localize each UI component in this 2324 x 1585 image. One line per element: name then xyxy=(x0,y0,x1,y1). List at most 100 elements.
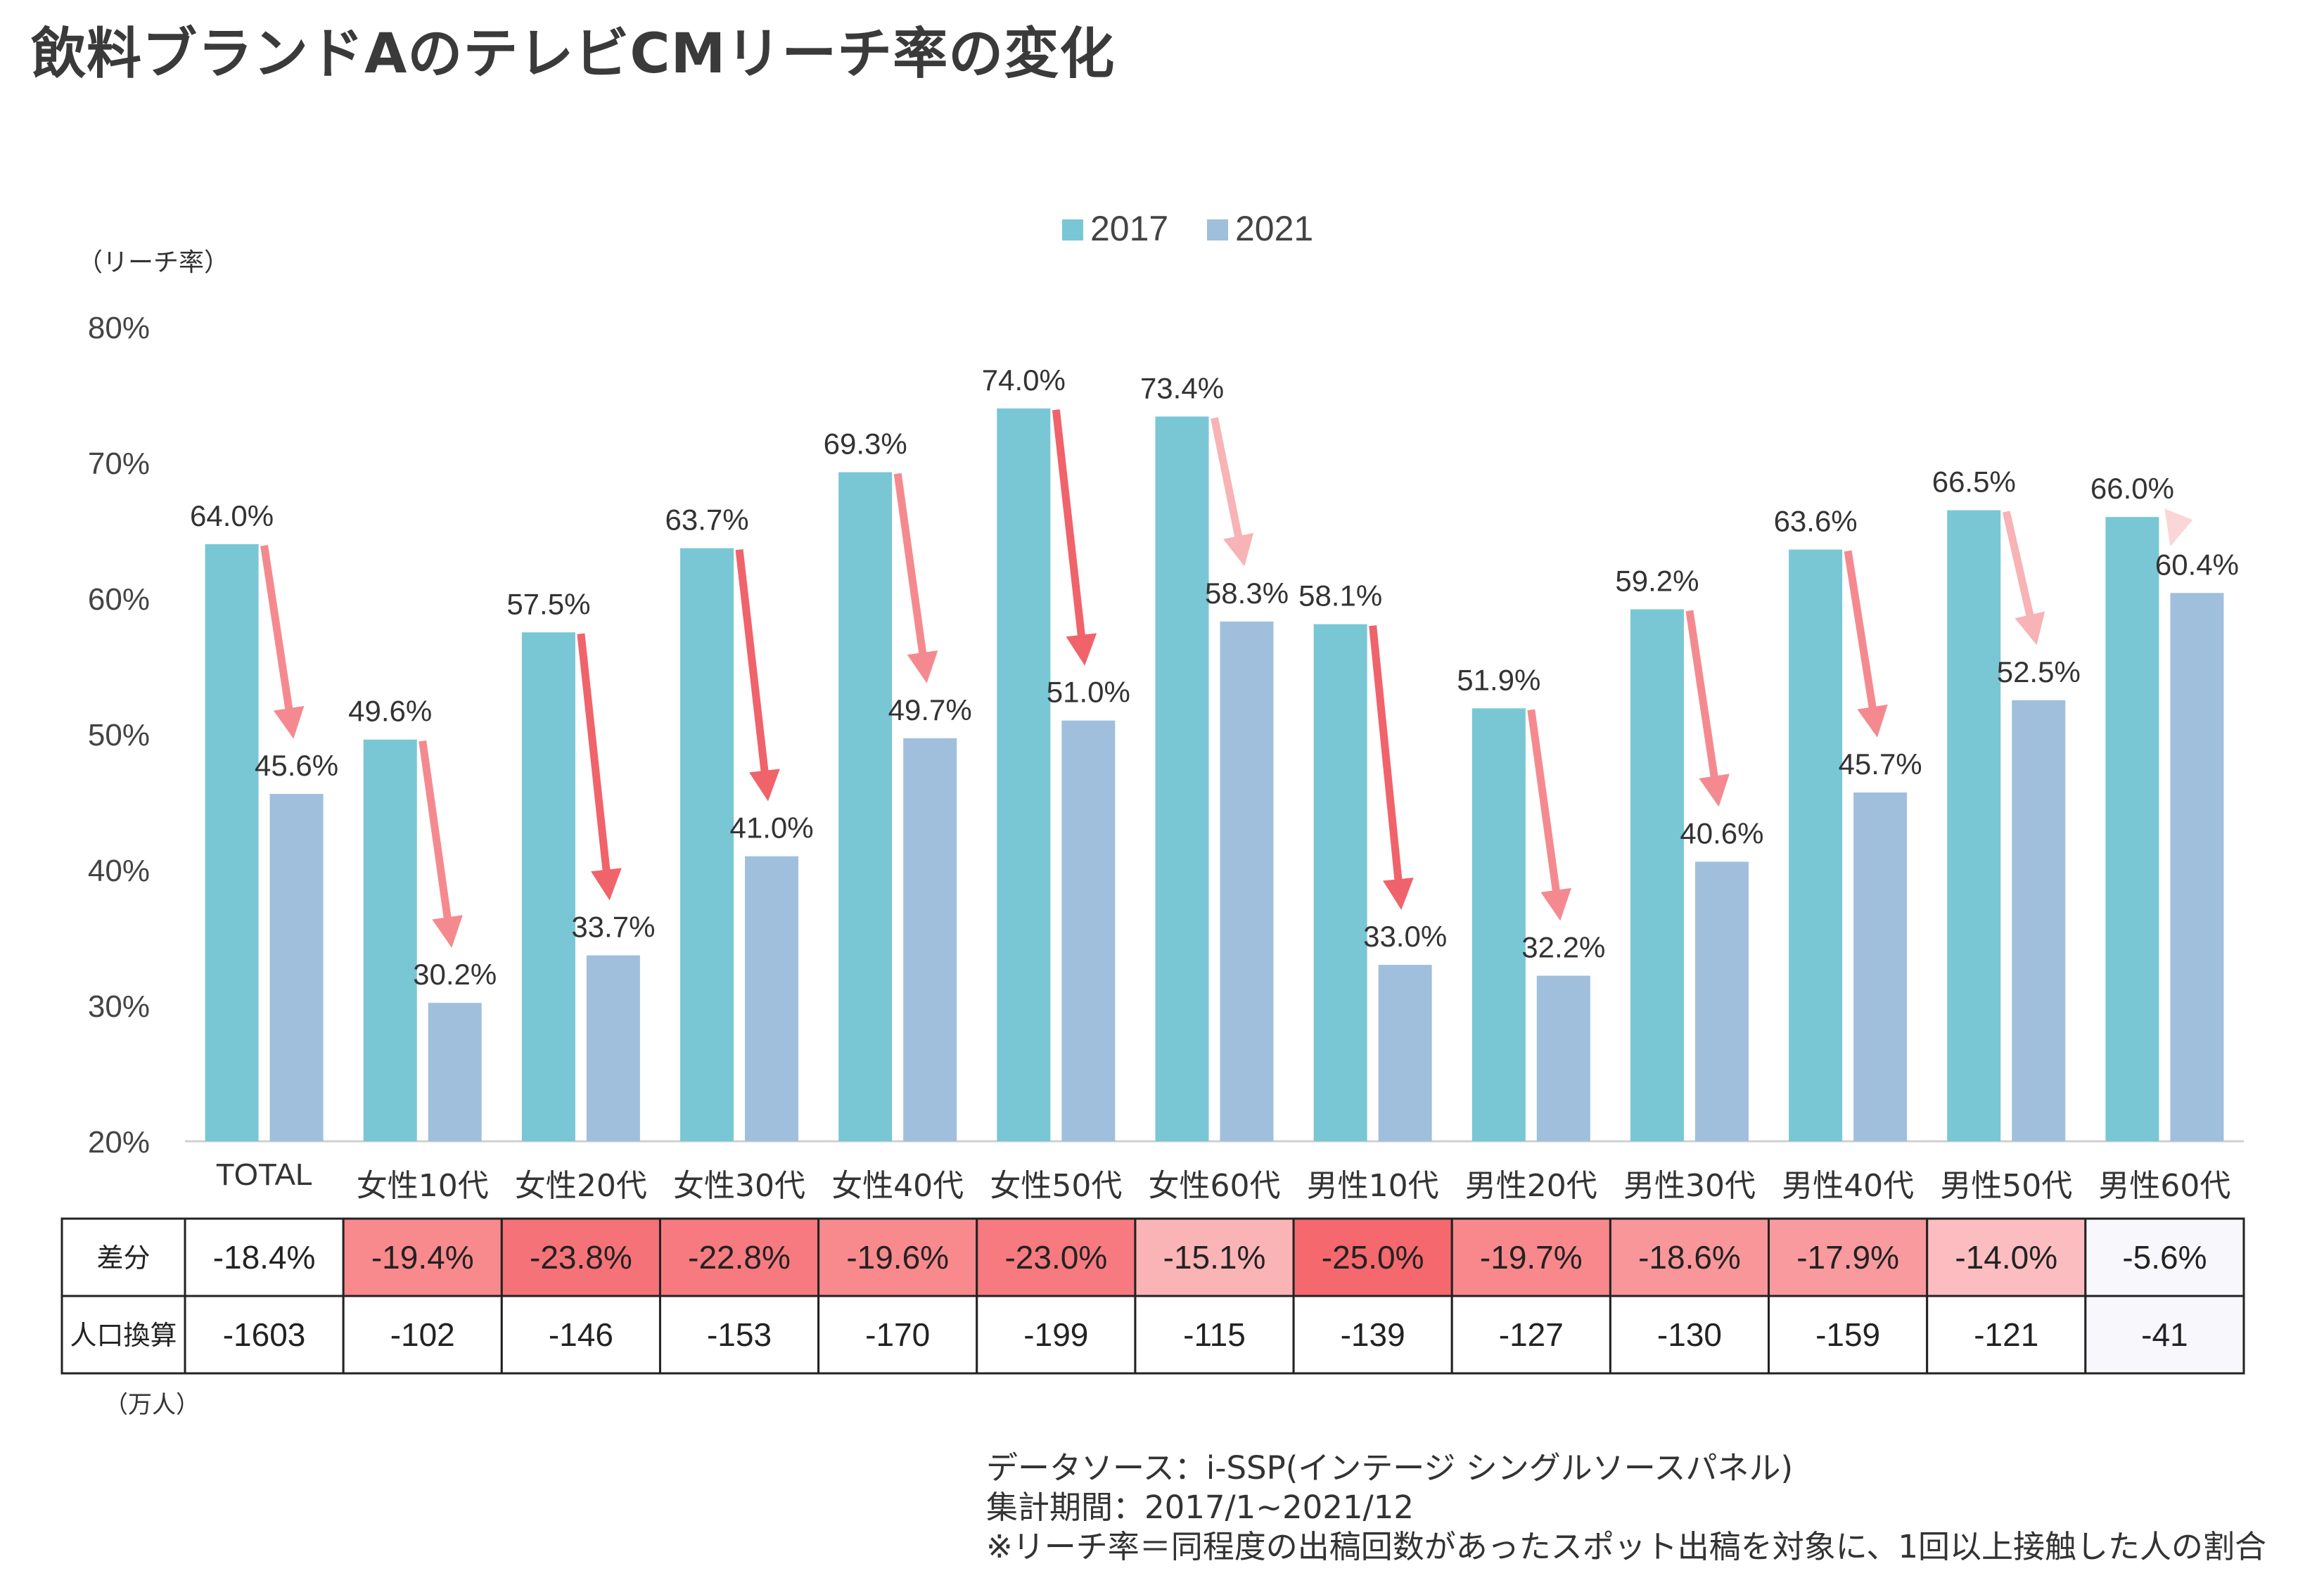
bar-2017 xyxy=(1630,609,1684,1141)
table-cell xyxy=(342,1295,503,1375)
table-cell-value: -1603 xyxy=(223,1316,306,1353)
y-tick-label: 80% xyxy=(88,311,150,345)
table-cell xyxy=(1134,1295,1295,1375)
x-tick-label: TOTAL xyxy=(216,1157,313,1192)
bar-2021 xyxy=(2170,593,2224,1141)
bar-2017 xyxy=(1789,549,1843,1141)
table-cell-value: -19.4% xyxy=(371,1239,474,1276)
data-label-2017: 51.9% xyxy=(1457,663,1540,696)
definition-note: ※リーチ率＝同程度の出稿回数があったスポット出稿を対象に、1回以上接触した人の割… xyxy=(986,1528,2266,1565)
bar-2017 xyxy=(1471,708,1526,1141)
table-cell xyxy=(817,1217,978,1297)
page-title: 飲料ブランドAのテレビCMリーチ率の変化 xyxy=(31,23,1116,86)
data-label-2021: 30.2% xyxy=(413,958,497,991)
bar-2017 xyxy=(838,472,893,1141)
x-tick-label: 女性40代 xyxy=(831,1168,964,1204)
table-unit-note: （万人） xyxy=(104,1391,200,1419)
table-cell xyxy=(2084,1217,2245,1297)
legend-label-2021: 2021 xyxy=(1235,209,1313,248)
data-label-2021: 45.6% xyxy=(255,749,338,782)
x-tick-label: 女性30代 xyxy=(673,1168,805,1204)
bar-2021 xyxy=(1536,975,1590,1141)
table-cell-value: -23.8% xyxy=(530,1239,632,1276)
table-cell-value: -170 xyxy=(865,1316,930,1353)
bar-2021 xyxy=(1694,861,1749,1141)
bar-2017 xyxy=(1313,624,1367,1141)
data-label-2021: 33.0% xyxy=(1363,920,1447,953)
table-cell xyxy=(1292,1295,1453,1375)
table-cell xyxy=(500,1217,661,1297)
bar-2021 xyxy=(1853,792,1908,1141)
data-label-2021: 51.0% xyxy=(1047,676,1130,709)
data-label-2017: 64.0% xyxy=(190,499,274,532)
data-label-2017: 63.6% xyxy=(1774,505,1858,538)
table-cell xyxy=(658,1217,820,1297)
table-row-header: 差分 xyxy=(96,1243,150,1273)
legend-label-2017: 2017 xyxy=(1090,209,1168,248)
table-cell-value: -159 xyxy=(1815,1316,1880,1353)
data-label-2021: 33.7% xyxy=(571,911,655,944)
y-tick-label: 70% xyxy=(88,447,150,481)
bar-2017 xyxy=(205,544,259,1141)
decline-arrow xyxy=(2164,508,2193,547)
bar-2021 xyxy=(586,955,640,1141)
table-cell-value: -18.4% xyxy=(213,1239,316,1276)
data-label-2017: 73.4% xyxy=(1140,371,1224,404)
table-cell-value: -22.8% xyxy=(688,1239,791,1276)
y-axis-label: （リーチ率） xyxy=(77,248,230,277)
legend-swatch-2017 xyxy=(1062,219,1083,240)
data-label-2021: 52.5% xyxy=(1997,655,2081,688)
data-label-2021: 41.0% xyxy=(729,811,813,845)
table-cell-value: -18.6% xyxy=(1638,1239,1741,1276)
x-tick-label: 女性60代 xyxy=(1149,1168,1281,1204)
decline-arrow xyxy=(893,473,938,684)
table-cell xyxy=(1768,1295,1929,1375)
decline-arrow xyxy=(577,633,622,901)
x-tick-label: 男性50代 xyxy=(1940,1168,2072,1204)
table-cell xyxy=(1926,1217,2087,1297)
table-cell-value: -127 xyxy=(1499,1316,1564,1353)
y-tick-label: 40% xyxy=(88,854,150,888)
y-tick-label: 30% xyxy=(88,989,150,1024)
bar-2021 xyxy=(1220,621,1274,1141)
legend-swatch-2021 xyxy=(1207,219,1228,240)
data-label-2017: 49.6% xyxy=(348,695,432,728)
x-tick-label: 男性60代 xyxy=(2098,1168,2230,1204)
table-cell xyxy=(1609,1217,1770,1297)
x-tick-label: 男性20代 xyxy=(1465,1168,1597,1204)
y-tick-label: 50% xyxy=(88,718,150,752)
table-cell-value: -130 xyxy=(1657,1316,1722,1353)
data-label-2017: 69.3% xyxy=(824,428,907,461)
table-cell xyxy=(658,1295,820,1375)
x-tick-label: 男性40代 xyxy=(1782,1168,1914,1204)
table-row-header: 人口換算 xyxy=(70,1320,177,1351)
table-cell-value: -19.7% xyxy=(1480,1239,1583,1276)
bar-2021 xyxy=(2012,700,2066,1141)
table-cell-value: -25.0% xyxy=(1322,1239,1424,1276)
x-tick-label: 女性50代 xyxy=(990,1168,1122,1204)
table-cell-value: -19.6% xyxy=(846,1239,949,1276)
table-cell xyxy=(1609,1295,1770,1375)
y-tick-label: 60% xyxy=(88,582,150,617)
decline-arrow xyxy=(1211,417,1254,567)
decline-arrow xyxy=(735,548,780,802)
table-cell-value: -14.0% xyxy=(1955,1239,2057,1276)
data-label-2017: 59.2% xyxy=(1615,564,1699,597)
data-label-2017: 74.0% xyxy=(982,364,1066,397)
table-cell-value: -121 xyxy=(1974,1316,2038,1353)
bar-2017 xyxy=(363,739,417,1141)
decline-arrow xyxy=(1844,550,1888,738)
x-tick-label: 男性30代 xyxy=(1623,1168,1756,1204)
table-cell-value: -199 xyxy=(1023,1316,1088,1353)
x-tick-label: 男性10代 xyxy=(1307,1168,1439,1204)
bar-2017 xyxy=(521,632,575,1141)
decline-arrow xyxy=(2002,511,2045,646)
data-label-2017: 66.0% xyxy=(2090,472,2174,505)
table-cell-value: -153 xyxy=(707,1316,772,1353)
decline-arrow xyxy=(1052,409,1097,666)
table-cell-value: -5.6% xyxy=(2122,1239,2207,1276)
bar-2021 xyxy=(1061,720,1116,1141)
bar-2021 xyxy=(903,738,957,1141)
table-cell-value: -23.0% xyxy=(1004,1239,1107,1276)
table-cell-value: -102 xyxy=(390,1316,455,1353)
